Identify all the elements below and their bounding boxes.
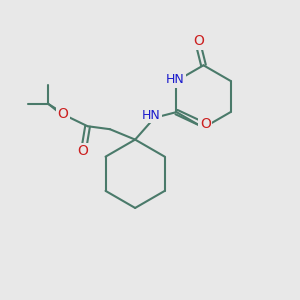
Text: O: O [194,34,205,48]
Text: O: O [78,145,88,158]
Text: O: O [200,117,211,131]
Text: HN: HN [142,109,161,122]
Text: O: O [57,107,68,121]
Text: HN: HN [166,73,184,86]
